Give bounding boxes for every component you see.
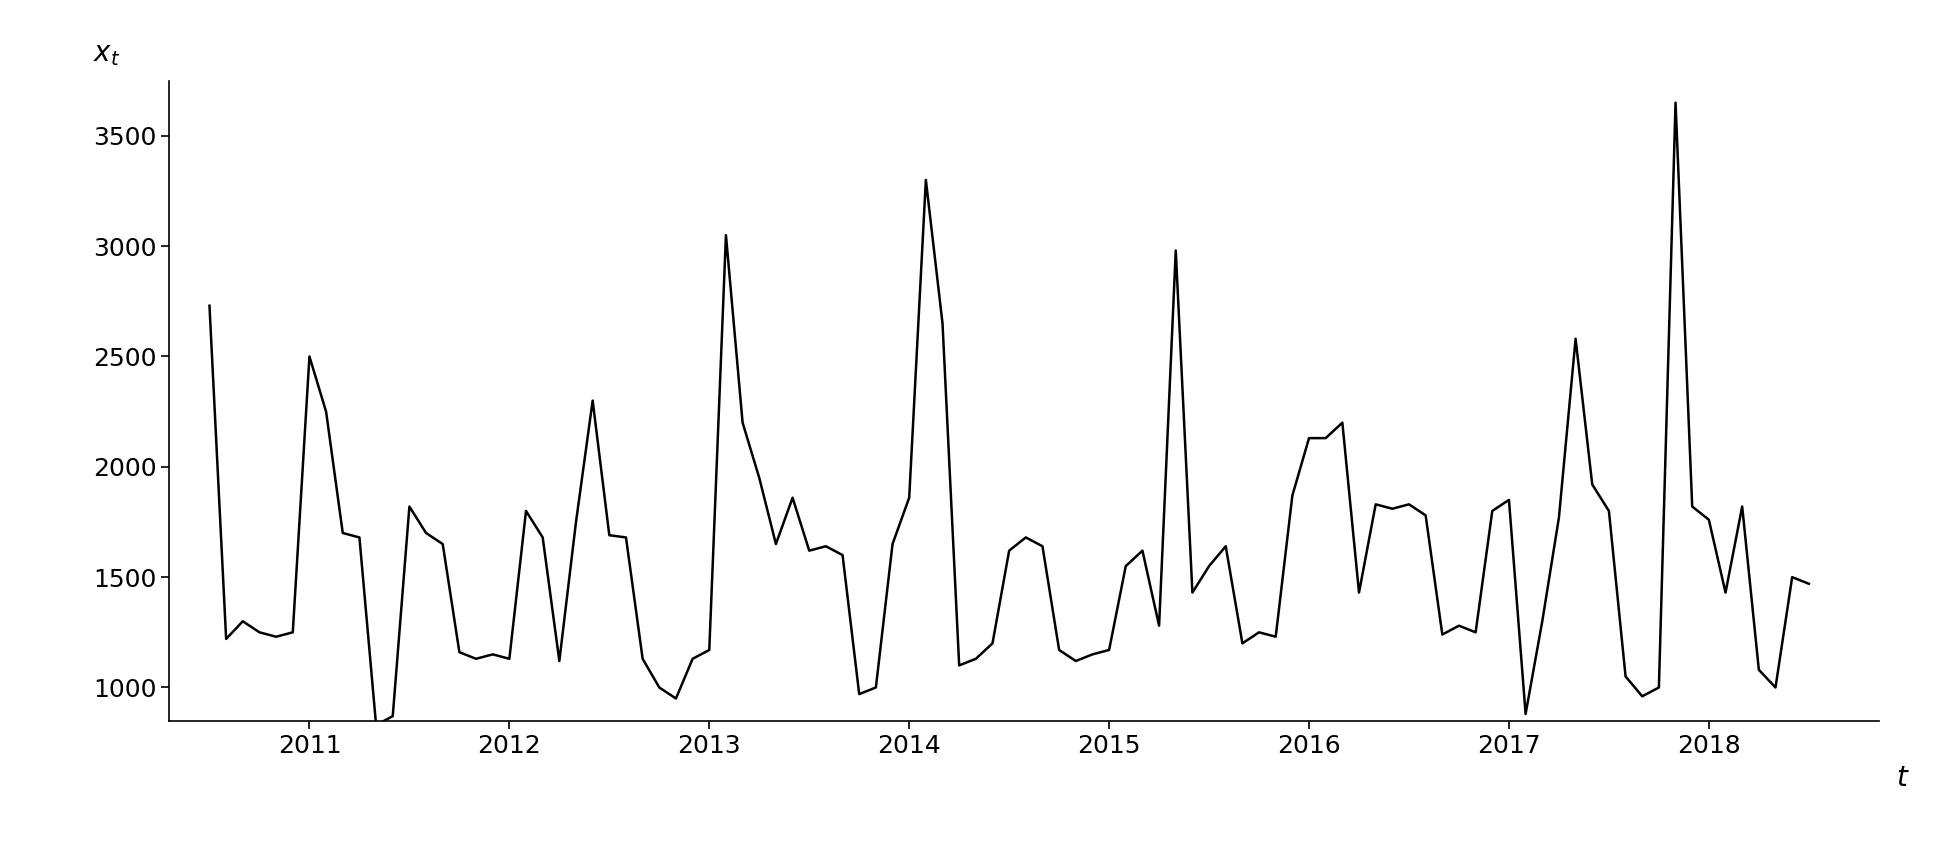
Text: $t$: $t$ [1895,765,1909,792]
Text: $x_t$: $x_t$ [93,41,120,68]
